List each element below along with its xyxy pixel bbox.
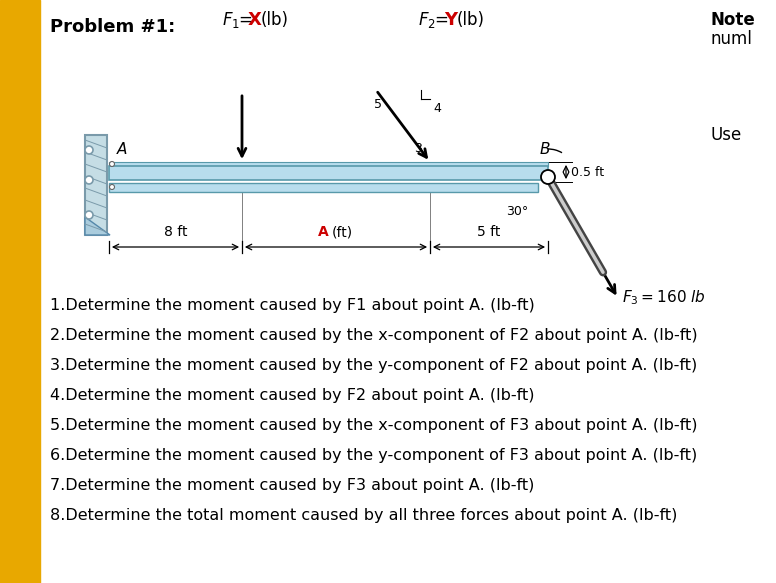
Circle shape <box>541 170 555 184</box>
Circle shape <box>85 146 93 154</box>
Text: A: A <box>117 142 127 157</box>
Text: 2.Determine the moment caused by the x-component of F2 about point A. (lb-ft): 2.Determine the moment caused by the x-c… <box>50 328 698 343</box>
Text: 3: 3 <box>414 142 422 155</box>
Text: 7.Determine the moment caused by F3 about point A. (lb-ft): 7.Determine the moment caused by F3 abou… <box>50 478 535 493</box>
Text: A: A <box>318 225 329 239</box>
Bar <box>109 166 548 180</box>
Text: $F_3 = 160$ lb: $F_3 = 160$ lb <box>622 288 706 307</box>
Text: =: = <box>434 11 448 29</box>
Text: (lb): (lb) <box>457 11 485 29</box>
Text: =: = <box>238 11 252 29</box>
Text: 3.Determine the moment caused by the y-component of F2 about point A. (lb-ft): 3.Determine the moment caused by the y-c… <box>50 358 698 373</box>
Bar <box>0 0 40 583</box>
Text: 4: 4 <box>433 102 441 115</box>
Text: (ft): (ft) <box>332 225 353 239</box>
Circle shape <box>109 184 115 189</box>
Text: Note: Note <box>710 11 755 29</box>
Text: X: X <box>248 11 262 29</box>
Circle shape <box>85 211 93 219</box>
Text: 4.Determine the moment caused by F2 about point A. (lb-ft): 4.Determine the moment caused by F2 abou… <box>50 388 535 403</box>
Text: $F_2$: $F_2$ <box>418 10 436 30</box>
Text: Problem #1:: Problem #1: <box>50 18 175 36</box>
Bar <box>109 162 548 166</box>
Text: 5 ft: 5 ft <box>477 225 501 239</box>
Text: (lb): (lb) <box>261 11 289 29</box>
Text: 30°: 30° <box>506 205 528 218</box>
Text: 0.5 ft: 0.5 ft <box>571 167 605 180</box>
Text: 8 ft: 8 ft <box>164 225 187 239</box>
Text: Y: Y <box>444 11 457 29</box>
Text: Use: Use <box>710 126 741 144</box>
Bar <box>109 183 538 192</box>
Bar <box>85 135 107 235</box>
Circle shape <box>85 176 93 184</box>
Text: B: B <box>540 142 550 157</box>
Text: $F_1$: $F_1$ <box>222 10 240 30</box>
Text: 1.Determine the moment caused by F1 about point A. (lb-ft): 1.Determine the moment caused by F1 abou… <box>50 298 535 313</box>
Circle shape <box>109 161 115 167</box>
Text: 8.Determine the total moment caused by all three forces about point A. (lb-ft): 8.Determine the total moment caused by a… <box>50 508 677 523</box>
Text: 5: 5 <box>374 98 382 111</box>
Polygon shape <box>85 217 110 235</box>
Text: numl: numl <box>710 30 752 48</box>
Text: 6.Determine the moment caused by the y-component of F3 about point A. (lb-ft): 6.Determine the moment caused by the y-c… <box>50 448 698 463</box>
Text: 5.Determine the moment caused by the x-component of F3 about point A. (lb-ft): 5.Determine the moment caused by the x-c… <box>50 418 698 433</box>
